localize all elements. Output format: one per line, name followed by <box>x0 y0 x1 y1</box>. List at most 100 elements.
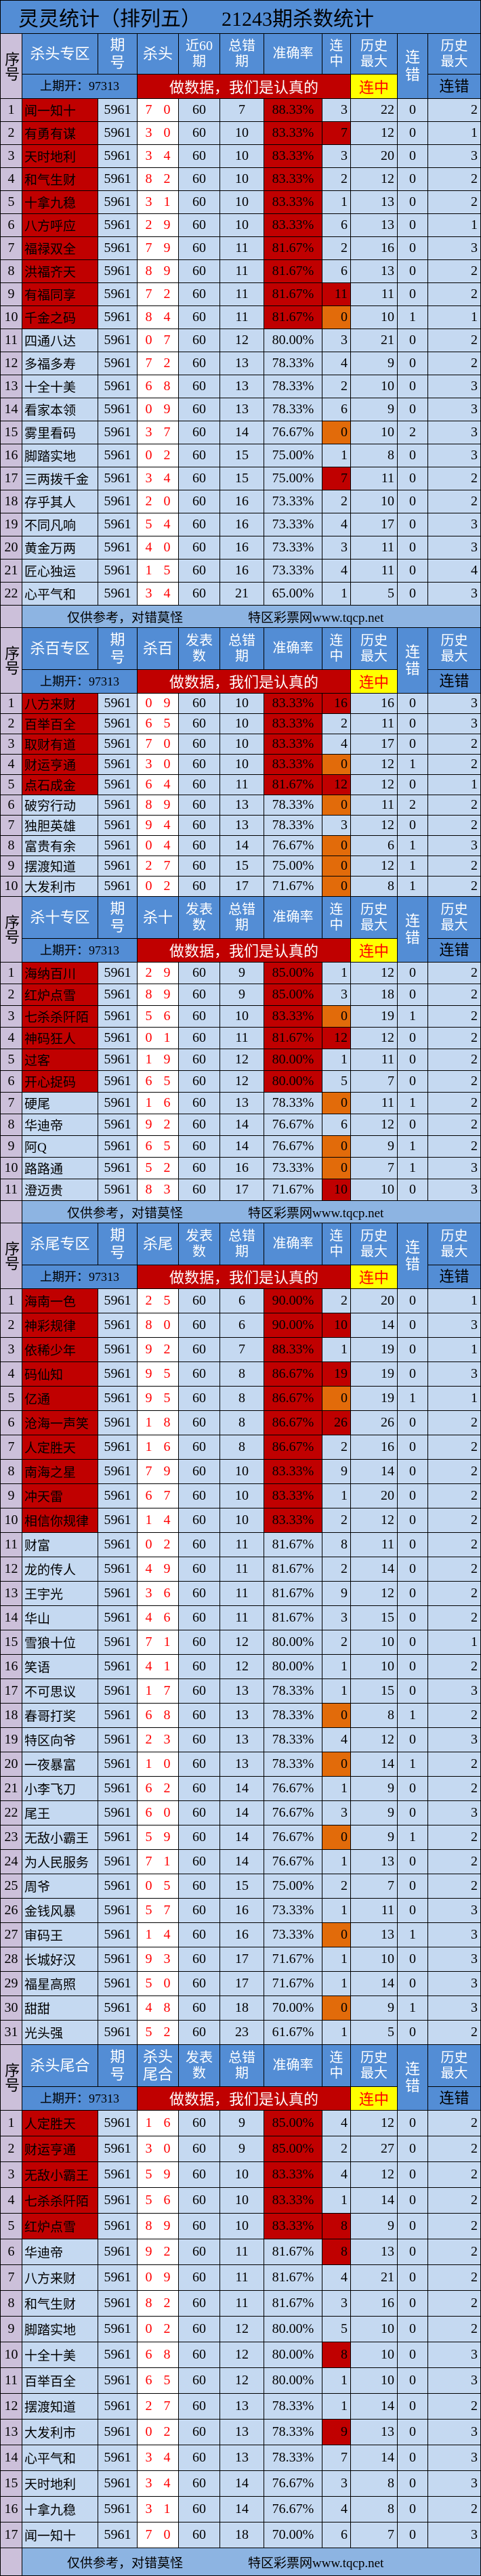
row-kill-numbers: 5 4 <box>138 513 179 536</box>
row-rate: 71.67% <box>264 1179 322 1201</box>
row-streak: 4 <box>322 2265 351 2291</box>
row-errors: 9 <box>220 963 264 984</box>
row-hist-max-miss: 2 <box>428 1484 481 1508</box>
row-kill-numbers: 2 5 <box>138 1289 179 1313</box>
row-count: 60 <box>179 1289 220 1313</box>
row-kill-numbers: 0 9 <box>138 398 179 421</box>
row-period: 5961 <box>98 1136 138 1158</box>
row-period: 5961 <box>98 1630 138 1655</box>
row-count: 60 <box>179 2214 220 2239</box>
row-name: 八方呼应 <box>22 214 98 237</box>
row-rate: 76.67% <box>264 2471 322 2497</box>
row-seq: 7 <box>0 1435 22 1460</box>
row-rate: 80.00% <box>264 1071 322 1093</box>
table-row: 13 大发利市 5961 0 2 60 13 78.33% 9 13 0 3 <box>0 2420 481 2445</box>
streak-banner: 连中 <box>351 75 398 99</box>
seq-header: 序号 <box>0 2045 22 2111</box>
row-streak: 6 <box>322 2522 351 2548</box>
row-seq: 25 <box>0 1874 22 1899</box>
row-period: 5961 <box>98 306 138 329</box>
row-streak: 7 <box>322 2445 351 2471</box>
row-name: 天时地利 <box>22 145 98 168</box>
row-hist-max-miss: 1 <box>428 122 481 145</box>
table-row: 16 笑语 5961 4 1 60 12 80.00% 1 10 0 2 <box>0 1655 481 1679</box>
row-streak: 19 <box>322 1362 351 1387</box>
row-count: 60 <box>179 306 220 329</box>
row-period: 5961 <box>98 467 138 490</box>
row-rate: 78.33% <box>264 1704 322 1728</box>
count-header: 发表数 <box>179 1223 220 1265</box>
row-hist-max: 15 <box>351 1606 398 1630</box>
page-title: 灵灵统计（排列五） 21243期杀数统计 <box>0 0 481 34</box>
row-errors: 13 <box>220 1093 264 1114</box>
row-period: 5961 <box>98 775 138 795</box>
row-streak: 4 <box>322 2111 351 2136</box>
row-period: 5961 <box>98 755 138 775</box>
row-kill-numbers: 0 2 <box>138 877 179 897</box>
table-row: 2 财运亨通 5961 3 0 60 9 85.00% 2 27 0 2 <box>0 2136 481 2162</box>
row-errors: 16 <box>220 1923 264 1947</box>
row-hist-max-miss: 4 <box>428 559 481 583</box>
row-errors: 9 <box>220 2111 264 2136</box>
row-kill-numbers: 7 1 <box>138 1850 179 1874</box>
row-seq: 3 <box>0 1338 22 1362</box>
row-miss-streak: 0 <box>398 2162 428 2188</box>
row-kill-numbers: 5 9 <box>138 1825 179 1850</box>
row-rate: 78.33% <box>264 1093 322 1114</box>
row-period: 5961 <box>98 583 138 606</box>
row-miss-streak: 0 <box>398 1606 428 1630</box>
row-period: 5961 <box>98 1582 138 1606</box>
row-streak: 11 <box>322 283 351 306</box>
row-hist-max-miss: 2 <box>428 1655 481 1679</box>
row-errors: 13 <box>220 1679 264 1704</box>
row-period: 5961 <box>98 1484 138 1508</box>
row-rate: 73.33% <box>264 490 322 513</box>
row-rate: 90.00% <box>264 1313 322 1338</box>
row-hist-max: 11 <box>351 795 398 816</box>
row-hist-max: 13 <box>351 1850 398 1874</box>
row-period: 5961 <box>98 1114 138 1136</box>
row-seq: 4 <box>0 2188 22 2214</box>
footer-seq-cell <box>0 606 22 628</box>
row-count: 60 <box>179 2522 220 2548</box>
row-name: 富贵有余 <box>22 836 98 856</box>
row-rate: 80.00% <box>264 329 322 352</box>
row-count: 60 <box>179 513 220 536</box>
row-count: 60 <box>179 421 220 444</box>
row-errors: 7 <box>220 99 264 122</box>
row-errors: 10 <box>220 1460 264 1484</box>
row-period: 5961 <box>98 444 138 467</box>
row-seq: 13 <box>0 1582 22 1606</box>
row-period: 5961 <box>98 2471 138 2497</box>
row-streak: 6 <box>322 1114 351 1136</box>
row-errors: 10 <box>220 1484 264 1508</box>
row-count: 60 <box>179 2497 220 2522</box>
row-seq: 28 <box>0 1947 22 1972</box>
row-rate: 78.33% <box>264 375 322 398</box>
row-hist-max-miss: 3 <box>428 2342 481 2368</box>
row-streak: 0 <box>322 1825 351 1850</box>
row-hist-max-miss: 3 <box>428 513 481 536</box>
row-rate: 81.67% <box>264 1582 322 1606</box>
row-errors: 13 <box>220 398 264 421</box>
row-streak: 4 <box>322 352 351 375</box>
zone-header: 杀十专区 <box>22 897 98 939</box>
row-miss-streak: 0 <box>398 398 428 421</box>
row-hist-max: 12 <box>351 816 398 836</box>
table-row: 10 千金之码 5961 8 4 60 11 81.67% 0 10 1 1 <box>0 306 481 329</box>
row-miss-streak: 0 <box>398 214 428 237</box>
section-3: 序号 杀十专区 期号 杀十 发表数 总错期 准确率 连中 历史最大 连错 历史最大 上期开：97313… <box>0 897 481 1223</box>
hist-max-header: 历史最大 <box>351 897 398 939</box>
row-count: 60 <box>179 1387 220 1411</box>
row-seq: 1 <box>0 694 22 714</box>
row-kill-numbers: 3 4 <box>138 2471 179 2497</box>
row-seq: 5 <box>0 1049 22 1071</box>
row-hist-max: 12 <box>351 963 398 984</box>
row-period: 5961 <box>98 984 138 1006</box>
row-period: 5961 <box>98 536 138 559</box>
row-name: 长城好汉 <box>22 1947 98 1972</box>
table-row: 7 八方来财 5961 0 9 60 11 81.67% 4 21 0 2 <box>0 2265 481 2291</box>
row-count: 60 <box>179 755 220 775</box>
row-miss-streak: 0 <box>398 1114 428 1136</box>
row-name: 黄金万两 <box>22 536 98 559</box>
